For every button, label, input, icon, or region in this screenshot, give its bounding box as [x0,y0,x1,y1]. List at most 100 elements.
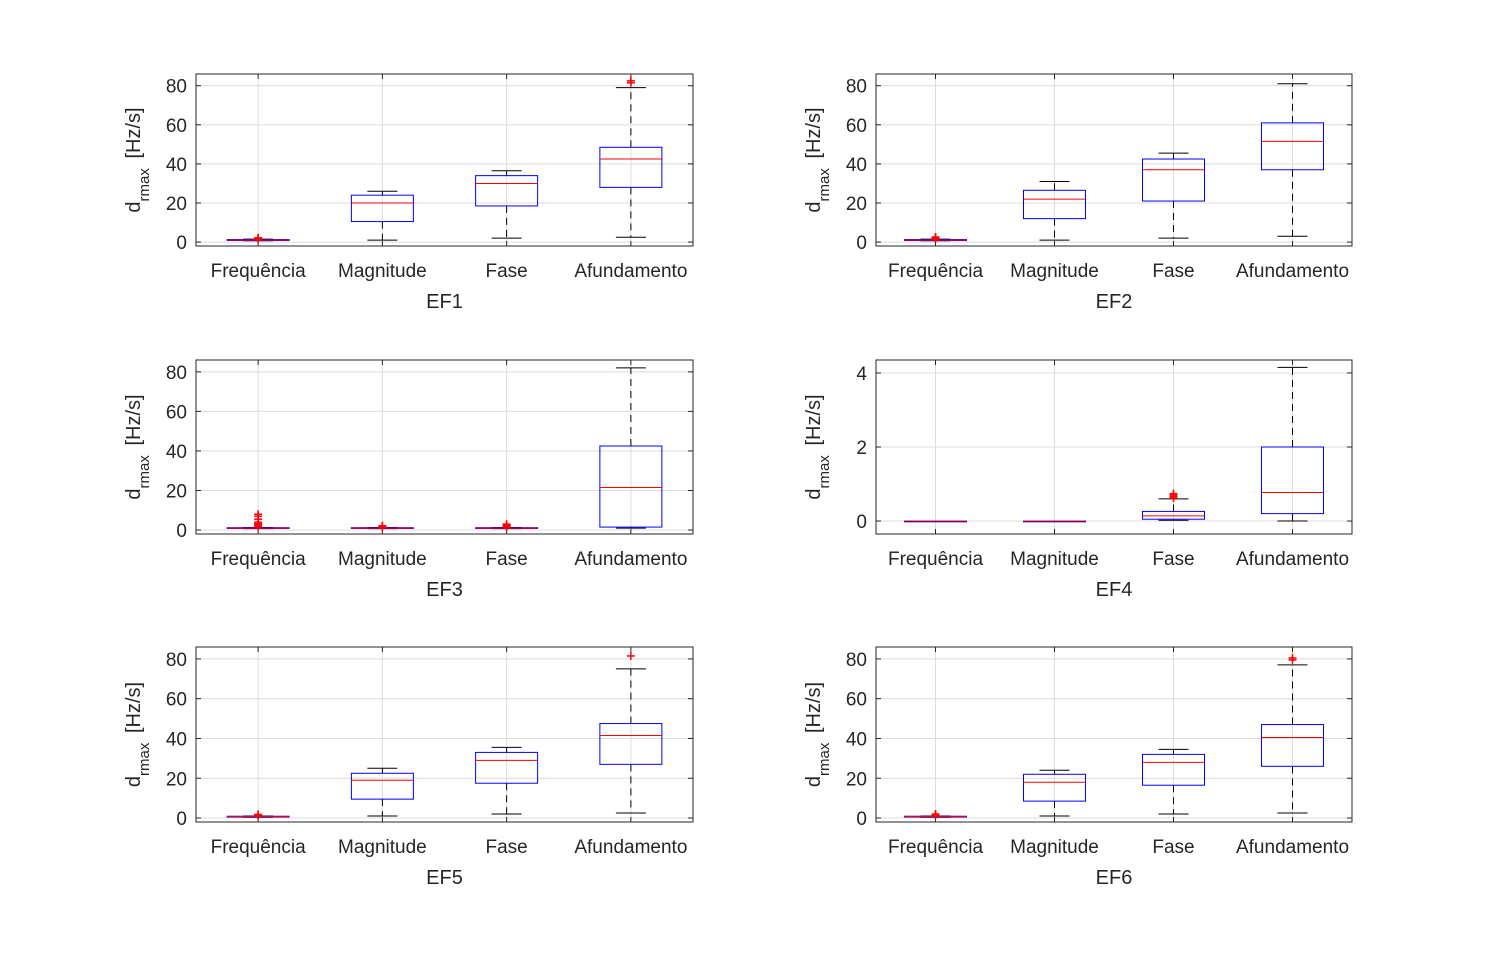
iqr-box [350,772,414,800]
box-3 [475,170,539,239]
y-tick-label: 80 [166,77,187,98]
box-2 [1023,520,1086,523]
y-axis-label-main: d [123,201,145,212]
x-axis-label: EF5 [426,867,463,889]
iqr-box [599,146,663,188]
y-tick-label: 0 [176,233,187,254]
box-3 [1142,489,1205,521]
outlier-marker [626,76,635,85]
y-tick-label: 80 [166,650,187,671]
outlier-marker [254,810,263,819]
y-axis-label-subscript: rmax [816,455,833,489]
y-axis-label-subscript: rmax [816,742,833,776]
subplot-6: 0 20 40 60 80 Frequência Magnitude Fase Afundame… [803,646,1353,889]
box-1 [904,520,967,523]
x-tick-label: Afundamento [574,261,687,282]
x-axis-label: EF6 [1096,867,1133,889]
x-tick-label: Fase [486,549,528,570]
x-tick-label: Afundamento [574,837,687,858]
iqr-box [1023,189,1086,220]
outlier-marker [254,233,263,242]
outlier-marker [254,510,263,519]
y-tick-label: 20 [166,194,187,215]
iqr-box [1261,724,1324,767]
y-axis-label: drmax [Hz/s] [803,107,833,212]
outlier-marker [931,233,940,242]
y-axis-label: drmax [Hz/s] [123,394,153,499]
y-tick-label: 80 [846,650,867,671]
box-4 [1261,366,1324,522]
box-4 [599,367,663,529]
box-3 [475,520,539,531]
y-axis-label-unit: [Hz/s] [123,394,145,451]
y-tick-label: 80 [166,363,187,384]
y-axis-label-subscript: rmax [136,168,153,202]
x-tick-label: Magnitude [1010,837,1099,858]
y-tick-label: 20 [166,482,187,503]
y-axis-label-subscript: rmax [136,455,153,489]
iqr-box [475,751,539,784]
outlier-marker [931,810,940,819]
y-tick-label: 60 [846,116,867,137]
x-axis-label: EF2 [1096,291,1133,313]
iqr-box [1261,122,1324,171]
box-4 [1261,653,1324,814]
subplot-5: 0 20 40 60 80 Frequência Magnitude Fase Afundame… [123,646,694,889]
y-axis-label: drmax [Hz/s] [123,682,153,787]
y-tick-label: 20 [166,769,187,790]
iqr-box [1142,510,1205,520]
x-axis-label: EF4 [1096,579,1133,601]
y-tick-label: 0 [856,809,867,830]
y-tick-label: 0 [176,809,187,830]
y-tick-label: 60 [166,402,187,423]
outlier-marker [1169,489,1178,498]
y-tick-label: 4 [856,364,867,385]
y-axis-label-main: d [123,776,145,787]
iqr-box [1261,446,1324,515]
box-1 [226,233,290,243]
y-tick-label: 20 [846,194,867,215]
box-1 [904,810,967,820]
x-axis-label: EF3 [426,579,463,601]
box-3 [1142,748,1205,815]
axes-frame [195,646,694,823]
x-tick-label: Magnitude [1010,549,1099,570]
box-1 [226,810,290,820]
y-tick-label: 20 [846,769,867,790]
x-tick-label: Frequência [888,261,983,282]
y-axis-label-unit: [Hz/s] [123,107,145,164]
y-tick-label: 60 [166,690,187,711]
subplot-3: 0 20 40 60 80 Frequência Magnitude Fase Afundame… [123,359,694,601]
box-4 [1261,83,1324,237]
y-axis-label-unit: [Hz/s] [803,107,825,164]
y-axis-label-unit: [Hz/s] [803,394,825,451]
x-tick-label: Frequência [888,837,983,858]
y-tick-label: 0 [176,521,187,542]
y-tick-label: 2 [856,438,867,459]
iqr-box [599,445,663,528]
y-axis-label-subscript: rmax [816,168,833,202]
axes-frame [875,646,1353,823]
y-tick-label: 60 [846,690,867,711]
x-tick-label: Afundamento [1236,261,1349,282]
iqr-box [599,723,663,765]
x-tick-label: Afundamento [1236,837,1349,858]
x-tick-label: Fase [486,261,528,282]
y-tick-label: 40 [846,729,867,750]
y-axis-label-unit: [Hz/s] [803,682,825,739]
y-axis-label: drmax [Hz/s] [803,682,833,787]
y-tick-label: 0 [856,233,867,254]
axes-frame [875,73,1353,247]
x-tick-label: Magnitude [338,261,427,282]
y-tick-label: 40 [846,155,867,176]
y-axis-label-subscript: rmax [136,742,153,776]
x-tick-label: Fase [1152,549,1194,570]
subplot-1: 0 20 40 60 80 Frequência Magnitude Fase Afundame… [123,73,694,313]
box-2 [350,767,414,817]
box-3 [475,746,539,815]
box-1 [904,233,967,243]
box-2 [350,521,414,531]
x-tick-label: Magnitude [1010,261,1099,282]
box-3 [1142,152,1205,239]
